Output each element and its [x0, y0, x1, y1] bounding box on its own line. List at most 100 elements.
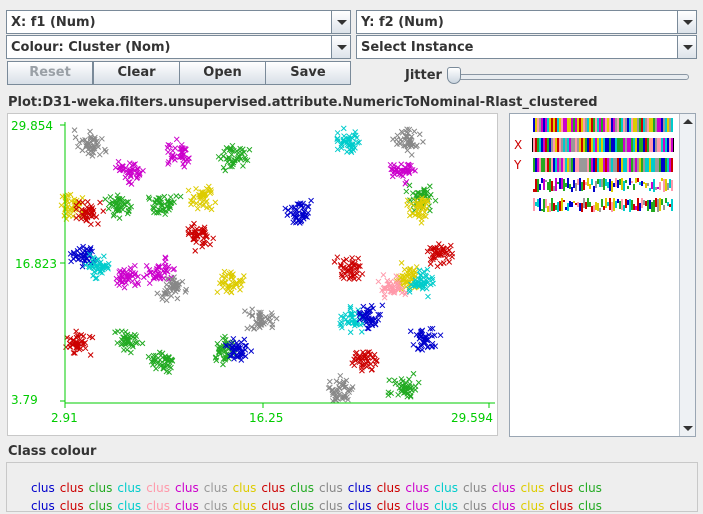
legend-entry: clus [232, 481, 257, 495]
legend-entry: clus [405, 499, 430, 513]
colour-select[interactable]: Colour: Cluster (Nom) [6, 35, 351, 59]
cluster-points [390, 126, 426, 158]
cluster-points [393, 260, 423, 293]
open-button[interactable]: Open [179, 61, 266, 85]
instance-select-value: Select Instance [361, 40, 474, 55]
jitter-label: Jitter [405, 68, 442, 83]
legend-entry: clus [578, 481, 602, 495]
chevron-down-icon[interactable] [677, 36, 696, 58]
scatter-plot[interactable]: 29.854 16.823 3.79 2.91 16.25 29.594 [8, 114, 497, 435]
chevron-down-icon[interactable] [677, 11, 696, 33]
x-axis-select-value: X: f1 (Num) [11, 15, 96, 30]
cluster-points [242, 306, 280, 332]
save-button[interactable]: Save [265, 61, 351, 85]
y-tick-label: 29.854 [11, 119, 53, 133]
cluster-points [375, 272, 409, 301]
legend-entry: clus [405, 481, 430, 495]
attribute-panel[interactable] [509, 113, 696, 437]
cluster-points [349, 349, 380, 374]
legend-entry: clus [376, 499, 401, 513]
legend-row: clus clus clus clus clus clus clus clus clus clus… [31, 499, 607, 513]
cluster-points [356, 302, 386, 332]
attribute-mini-plot[interactable] [532, 138, 674, 152]
legend-entry: clus [31, 499, 55, 513]
legend-entry: clus [59, 499, 84, 513]
cluster-points [112, 328, 146, 356]
legend-entry: clus [520, 499, 545, 513]
legend-entry: clus [491, 481, 516, 495]
chevron-down-icon[interactable] [331, 36, 350, 58]
cluster-points [112, 158, 146, 187]
cluster-points [71, 127, 109, 159]
legend-entry: clus [31, 481, 55, 495]
x-attribute-marker: X [514, 138, 523, 152]
cluster-points [143, 254, 178, 287]
cluster-points [282, 197, 314, 226]
legend-entry: clus [549, 481, 574, 495]
cluster-points [325, 372, 356, 404]
cluster-points [113, 262, 147, 291]
cluster-points [404, 195, 431, 226]
x-axis-select[interactable]: X: f1 (Num) [6, 10, 351, 34]
legend-entry: clus [203, 499, 228, 513]
jitter-slider-thumb[interactable] [447, 67, 461, 84]
cluster-points [222, 335, 255, 363]
legend-entry: clus [117, 499, 142, 513]
legend-entry: clus [88, 499, 113, 513]
legend-entry: clus [578, 499, 602, 513]
legend-entry: clus [462, 481, 487, 495]
cluster-points [387, 161, 418, 187]
legend-entry: clus [318, 481, 343, 495]
cluster-points [63, 328, 96, 358]
attribute-mini-plot[interactable] [532, 118, 674, 132]
cluster-points [154, 274, 189, 304]
x-tick-label: 16.25 [249, 411, 283, 425]
x-tick-label: 29.594 [451, 411, 493, 425]
attribute-mini-plot[interactable] [532, 198, 674, 212]
legend-row: clus clus clus clus clus clus clus clus clus clus… [31, 481, 607, 495]
y-axis-select-value: Y: f2 (Num) [361, 15, 444, 30]
chevron-down-icon[interactable] [331, 11, 350, 33]
legend-entry: clus [232, 499, 257, 513]
cluster-points [73, 199, 107, 228]
plot-area[interactable]: 29.854 16.823 3.79 2.91 16.25 29.594 [7, 113, 498, 436]
clear-button[interactable]: Clear [93, 61, 180, 85]
legend-entry: clus [347, 499, 372, 513]
attribute-bars[interactable] [510, 114, 680, 436]
cluster-points [406, 266, 436, 300]
y-tick-label: 3.79 [11, 393, 38, 407]
legend-entry: clus [88, 481, 113, 495]
cluster-points [102, 192, 135, 221]
cluster-points [185, 220, 217, 254]
cluster-points [215, 142, 253, 174]
legend-entry: clus [462, 499, 487, 513]
legend-entry: clus [146, 499, 170, 513]
y-axis-select[interactable]: Y: f2 (Num) [356, 10, 697, 34]
legend-entry: clus [434, 499, 458, 513]
attribute-panel-scrollbar[interactable] [679, 114, 695, 436]
legend-entry: clus [146, 481, 170, 495]
legend-entry: clus [59, 481, 84, 495]
legend-entry: clus [261, 481, 286, 495]
scroll-down-icon[interactable] [683, 426, 693, 431]
jitter-slider-track[interactable] [447, 74, 689, 80]
instance-select[interactable]: Select Instance [356, 35, 697, 59]
cluster-points [334, 125, 362, 156]
legend-entry: clus [290, 481, 314, 495]
scroll-up-icon[interactable] [683, 119, 693, 124]
class-colour-label: Class colour [8, 444, 97, 459]
legend-entry: clus [203, 481, 228, 495]
y-attribute-marker: Y [514, 158, 522, 172]
legend-entry: clus [434, 481, 458, 495]
x-tick-label: 2.91 [51, 411, 78, 425]
cluster-points [337, 303, 367, 336]
cluster-points [424, 241, 456, 270]
cluster-points [331, 254, 366, 282]
cluster-points [164, 136, 192, 170]
reset-button[interactable]: Reset [7, 61, 93, 85]
attribute-mini-plot[interactable] [532, 158, 674, 172]
legend-entry: clus [376, 481, 401, 495]
legend-entry: clus [549, 499, 574, 513]
cluster-points [145, 349, 176, 375]
attribute-mini-plot[interactable] [532, 178, 674, 192]
